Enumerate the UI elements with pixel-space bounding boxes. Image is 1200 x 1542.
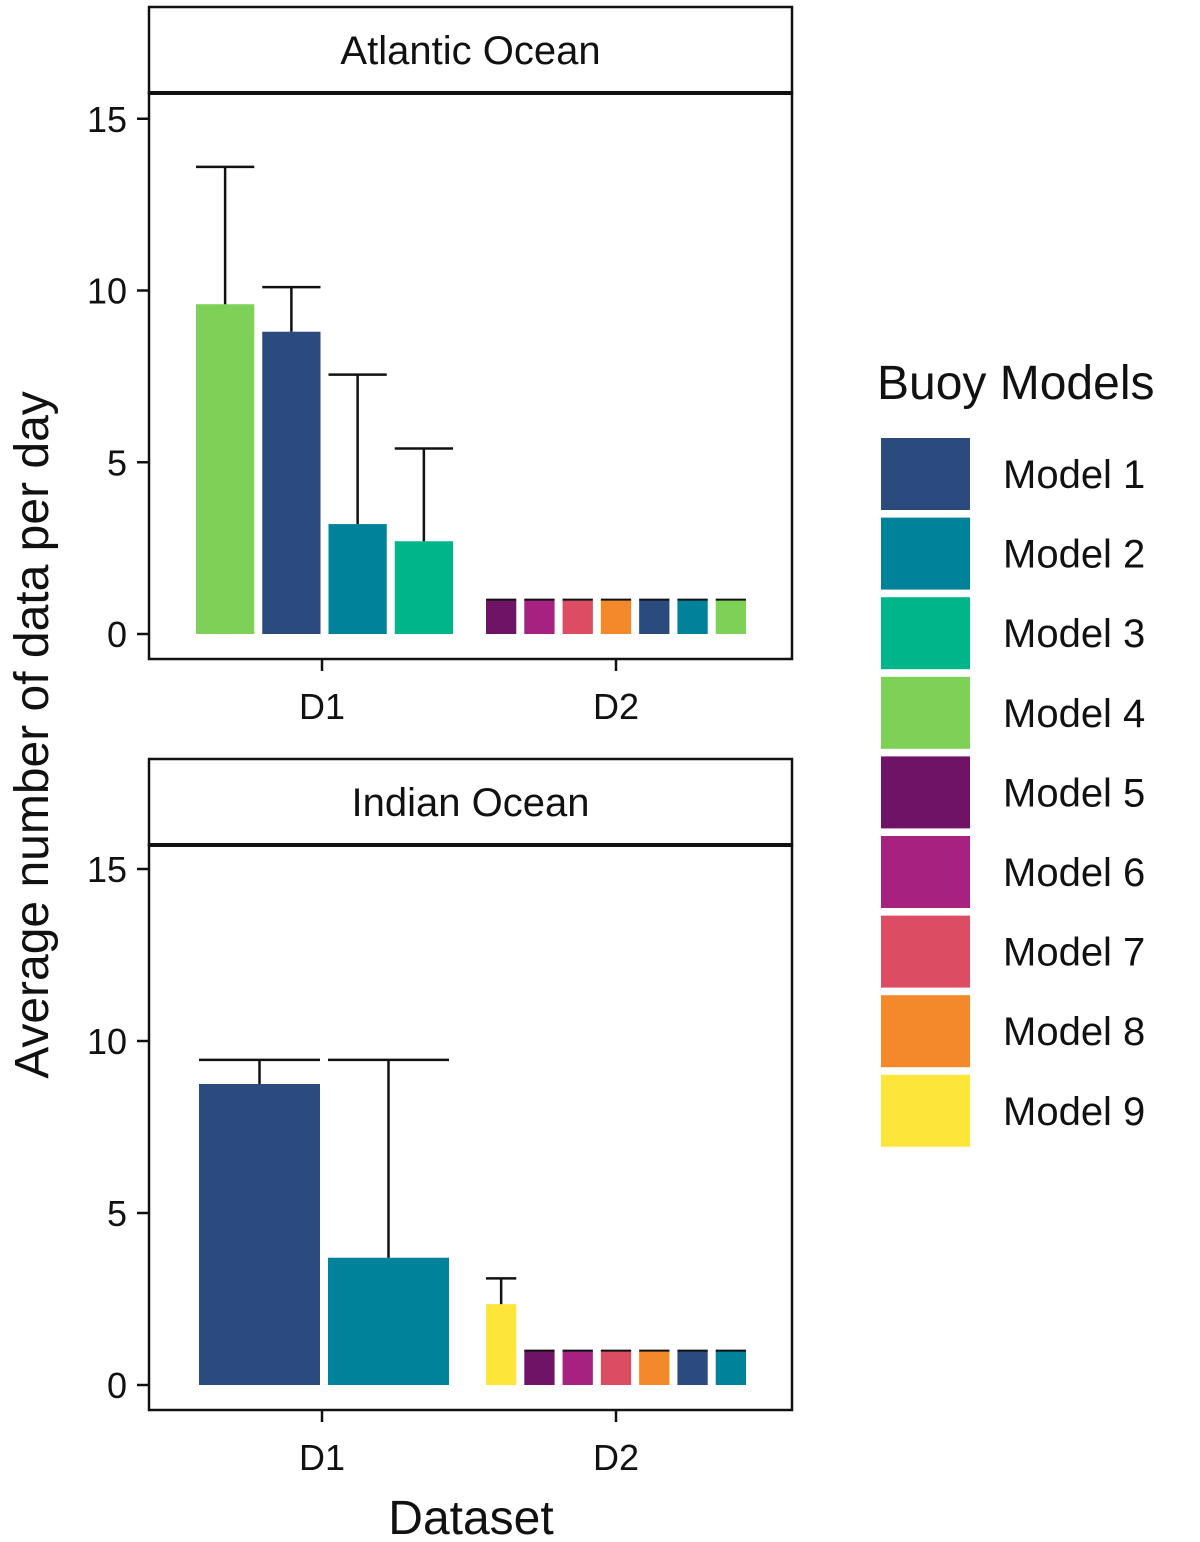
bar (562, 1350, 593, 1385)
y-tick-label: 15 (87, 849, 127, 890)
panel-strip (147, 757, 794, 847)
legend-item: Model 3 (881, 597, 1145, 670)
bar (600, 1350, 632, 1385)
legend-label: Model 3 (1003, 612, 1145, 656)
bar (524, 599, 555, 634)
x-tick-label: D1 (299, 686, 345, 727)
y-tick-label: 10 (87, 271, 127, 312)
legend-label: Model 2 (1003, 533, 1145, 577)
x-axis-title: Dataset (388, 1492, 553, 1542)
legend-item: Model 7 (881, 915, 1145, 988)
legend-item: Model 5 (881, 756, 1145, 829)
bar (328, 524, 387, 634)
y-tick-label: 5 (107, 1193, 127, 1234)
bar (199, 1084, 320, 1385)
bar (639, 1350, 670, 1385)
y-tick-label: 15 (87, 99, 127, 140)
y-tick-label: 0 (107, 1365, 127, 1406)
bar (715, 599, 746, 634)
bar (486, 1304, 517, 1385)
legend-item: Model 8 (881, 995, 1145, 1068)
panel-1: Atlantic Ocean 0 5 10 15 D1 D2 (87, 5, 794, 727)
x-tick-label: D2 (593, 686, 639, 727)
y-axis-title: Average number of data per day (6, 391, 59, 1079)
legend-key (881, 836, 970, 908)
x-tick-label: D1 (299, 1437, 345, 1478)
legend-label: Model 6 (1003, 851, 1145, 895)
y-tick-label: 10 (87, 1021, 127, 1062)
bar (524, 1350, 555, 1385)
legend-item: Model 1 (881, 438, 1145, 510)
legend-key (881, 517, 970, 590)
y-tick-label: 0 (107, 614, 127, 655)
bar (328, 1257, 449, 1385)
legend-label: Model 5 (1003, 771, 1145, 815)
legend-label: Model 4 (1003, 692, 1145, 736)
legend-key (881, 1074, 970, 1147)
panel-title: Atlantic Ocean (340, 29, 600, 73)
chart-panels: Atlantic Ocean 0 5 10 15 D1 D2 Indian Ocean 0 5 10… (87, 5, 794, 1478)
bar (715, 1350, 746, 1385)
legend-item: Model 4 (881, 676, 1145, 749)
legend-key (881, 597, 970, 670)
bar (677, 599, 708, 634)
legend-title: Buoy Models (877, 357, 1154, 410)
legend-key (881, 915, 970, 988)
bar (486, 599, 517, 634)
bar (600, 599, 632, 634)
bar (394, 541, 453, 634)
bar (562, 599, 593, 634)
legend-items: Model 1 Model 2 Model 3 Model 4 Model 5 Model… (881, 438, 1145, 1147)
bar (262, 331, 321, 634)
legend-key (881, 676, 970, 749)
legend-label: Model 8 (1003, 1010, 1145, 1054)
legend-key (881, 995, 970, 1068)
bar (639, 599, 670, 634)
panel-2: Indian Ocean 0 5 10 15 D1 D2 (87, 757, 794, 1478)
x-tick-label: D2 (593, 1437, 639, 1478)
bar (677, 1350, 708, 1385)
legend-label: Model 7 (1003, 931, 1145, 975)
legend-item: Model 6 (881, 836, 1145, 908)
y-tick-label: 5 (107, 442, 127, 483)
legend-label: Model 9 (1003, 1090, 1145, 1134)
legend-item: Model 2 (881, 517, 1145, 590)
panel-strip (147, 5, 794, 95)
legend-item: Model 9 (881, 1074, 1145, 1147)
legend-key (881, 438, 970, 510)
legend-key (881, 756, 970, 829)
panel-title: Indian Ocean (352, 781, 590, 825)
bar (196, 304, 255, 634)
legend-label: Model 1 (1003, 453, 1145, 497)
legend: Buoy Models Model 1 Model 2 Model 3 Model 4… (877, 357, 1154, 1147)
